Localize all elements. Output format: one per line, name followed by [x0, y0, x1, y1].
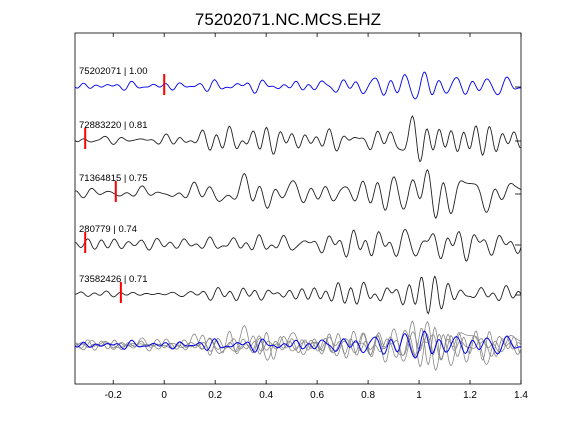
x-tick-label: 0.2	[208, 390, 222, 401]
trace-label: 71364815 | 0.75	[79, 173, 148, 184]
trace-label: 73582426 | 0.71	[79, 274, 148, 285]
x-tick-label: 0	[161, 390, 167, 401]
x-tick-label: 0.4	[259, 390, 273, 401]
overlay-series-line	[74, 330, 522, 359]
x-tick-label: 1.4	[514, 390, 528, 401]
series-line	[74, 228, 522, 262]
trace-label: 280779 | 0.74	[79, 224, 137, 235]
series-line	[74, 275, 522, 315]
trace-labels-group: 75202071 | 1.00 72883220 | 0.81 71364815 |…	[79, 66, 148, 285]
x-tick-label: -0.2	[105, 390, 123, 401]
x-tick-label: 1	[416, 390, 422, 401]
traces-group	[74, 71, 522, 315]
plot-frame	[74, 32, 522, 385]
overlay-series-line	[74, 320, 522, 368]
x-axis: -0.2 0 0.2 0.4 0.6 0.8 1 1.2 1.4	[105, 33, 528, 401]
chart-title: 75202071.NC.MCS.EHZ	[195, 10, 381, 29]
x-tick-label: 1.2	[463, 390, 477, 401]
x-tick-label: 0.8	[361, 390, 375, 401]
series-line	[74, 115, 522, 163]
x-tick-label: 0.6	[310, 390, 324, 401]
trace-label: 72883220 | 0.81	[79, 120, 148, 131]
trace-label: 75202071 | 1.00	[79, 66, 148, 77]
series-line	[74, 71, 522, 100]
series-line	[75, 168, 522, 220]
overlay-group	[74, 320, 522, 372]
